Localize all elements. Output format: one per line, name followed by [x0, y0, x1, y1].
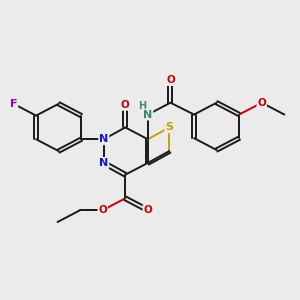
Text: N: N [99, 158, 108, 168]
Text: O: O [166, 75, 175, 85]
Text: N: N [143, 110, 152, 119]
Text: O: O [98, 205, 107, 215]
Text: N: N [99, 134, 108, 144]
Text: F: F [10, 99, 17, 109]
Text: O: O [257, 98, 266, 108]
Text: H: H [138, 100, 146, 110]
Text: O: O [121, 100, 130, 110]
Text: S: S [165, 122, 173, 132]
Text: O: O [143, 205, 152, 215]
